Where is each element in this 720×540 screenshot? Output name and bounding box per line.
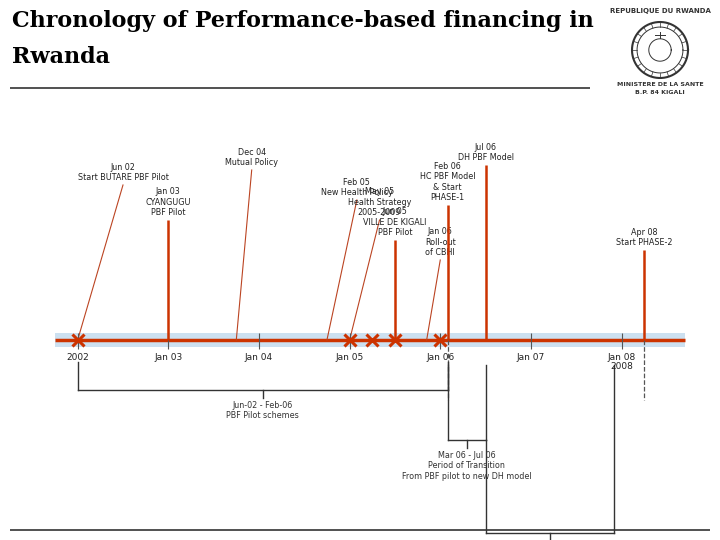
- Text: Jan 03
CYANGUGU
PBF Pilot: Jan 03 CYANGUGU PBF Pilot: [145, 187, 191, 217]
- Text: Feb 05
New Health Policy: Feb 05 New Health Policy: [321, 178, 393, 197]
- Text: 2002: 2002: [66, 353, 89, 362]
- Text: Chronology of Performance-based financing in: Chronology of Performance-based financin…: [12, 10, 594, 32]
- Text: Jan 03: Jan 03: [154, 353, 182, 362]
- Text: Jan 06: Jan 06: [426, 353, 454, 362]
- Text: Jun 05
VILLE DE KIGALI
PBF Pilot: Jun 05 VILLE DE KIGALI PBF Pilot: [364, 207, 427, 237]
- Text: Mar 06 - Jul 06
Period of Transition
From PBF pilot to new DH model: Mar 06 - Jul 06 Period of Transition Fro…: [402, 451, 531, 481]
- Text: Jan 08: Jan 08: [608, 353, 636, 362]
- Bar: [55, 333, 685, 347]
- Text: Jan 07: Jan 07: [517, 353, 545, 362]
- Text: Jan 05: Jan 05: [336, 353, 364, 362]
- Text: B.P. 84 KIGALI: B.P. 84 KIGALI: [635, 90, 685, 95]
- Text: Jan 06
Roll-out
of CBHI: Jan 06 Roll-out of CBHI: [425, 227, 456, 257]
- Text: Jul 06
DH PBF Model: Jul 06 DH PBF Model: [458, 143, 513, 162]
- Text: REPUBLIQUE DU RWANDA: REPUBLIQUE DU RWANDA: [610, 8, 711, 14]
- Text: 2008: 2008: [610, 362, 633, 371]
- Text: MINISTERE DE LA SANTE: MINISTERE DE LA SANTE: [617, 82, 703, 87]
- Text: Jun-02 - Feb-06
PBF Pilot schemes: Jun-02 - Feb-06 PBF Pilot schemes: [226, 401, 299, 421]
- Text: Dec 04
Mutual Policy: Dec 04 Mutual Policy: [225, 147, 278, 167]
- Text: Jun 02
Start BUTARE PBF Pilot: Jun 02 Start BUTARE PBF Pilot: [78, 163, 168, 182]
- Text: Rwanda: Rwanda: [12, 46, 110, 68]
- Text: May 05
Health Strategy
2005-2009: May 05 Health Strategy 2005-2009: [348, 187, 411, 217]
- Text: Jan 04: Jan 04: [245, 353, 273, 362]
- Text: Feb 06
HC PBF Model
& Start
PHASE-1: Feb 06 HC PBF Model & Start PHASE-1: [420, 162, 475, 202]
- Text: Apr 08
Start PHASE-2: Apr 08 Start PHASE-2: [616, 227, 672, 247]
